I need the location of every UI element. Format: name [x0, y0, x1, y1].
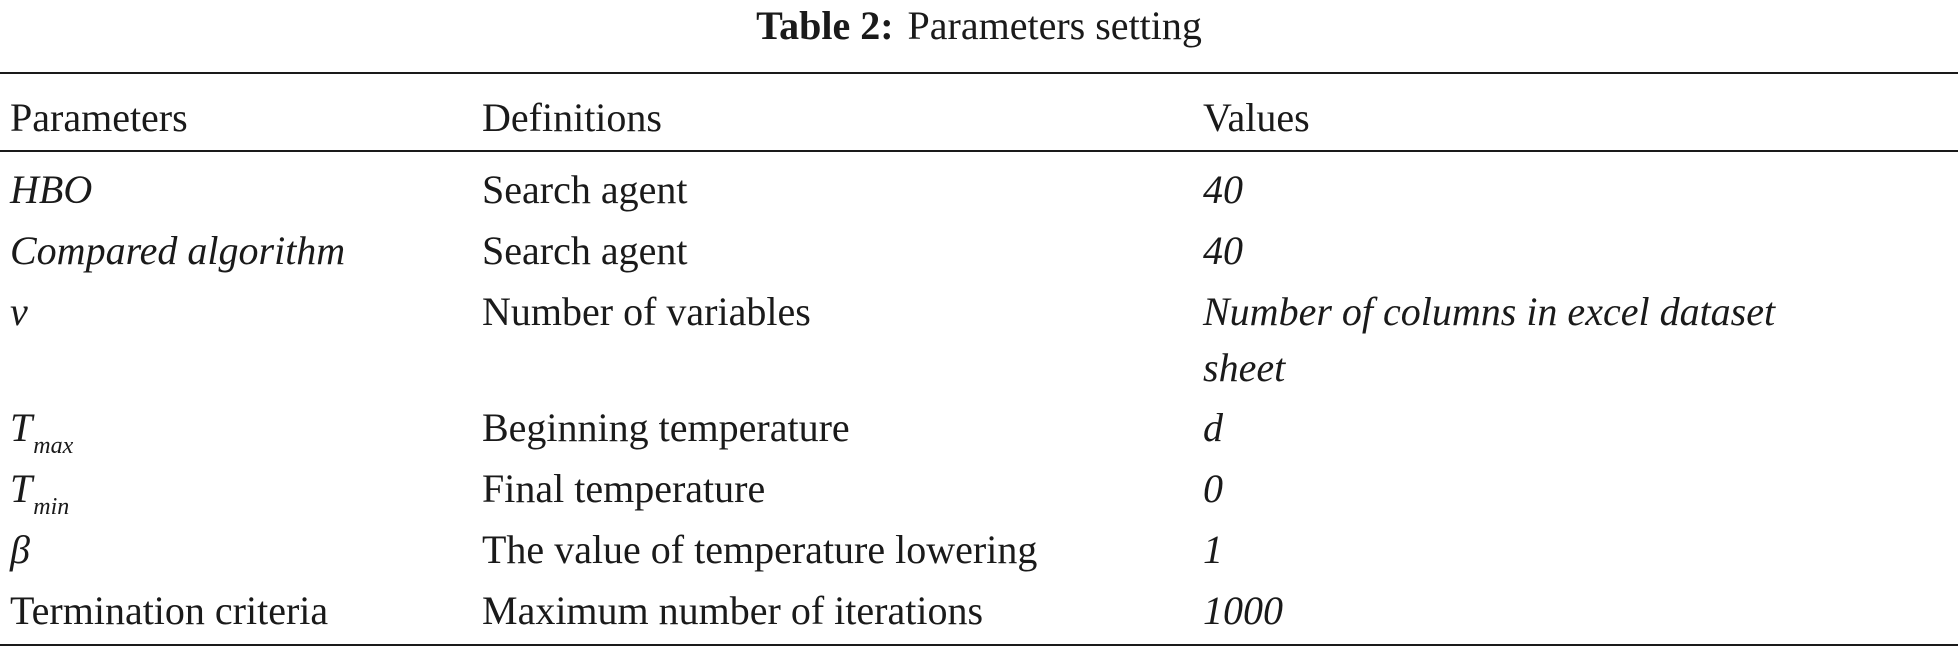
- caption-label: Table 2:: [756, 3, 894, 48]
- row-value: 1000: [1203, 588, 1283, 633]
- bottom-rule: [0, 644, 1958, 646]
- row-value: d: [1203, 405, 1223, 450]
- row-definition: The value of temperature lowering: [482, 527, 1038, 572]
- row-value-line1: Number of columns in excel dataset: [1203, 289, 1776, 334]
- table-caption: Table 2: Parameters setting: [0, 2, 1958, 50]
- row-parameter: Compared algorithm: [10, 228, 346, 273]
- caption-title: Parameters setting: [907, 3, 1202, 48]
- row-definition: Search agent: [482, 167, 688, 212]
- row-parameter: HBO: [10, 167, 93, 212]
- parameter-base: T: [10, 466, 33, 511]
- row-parameter: ν: [10, 289, 28, 334]
- header-definitions: Definitions: [482, 95, 662, 140]
- row-parameter: Termination criteria: [10, 588, 329, 633]
- row-value: 40: [1203, 228, 1243, 273]
- row-definition: Number of variables: [482, 289, 811, 334]
- parameter-subscript: min: [33, 494, 70, 520]
- row-definition: Maximum number of iterations: [482, 588, 984, 633]
- row-definition: Beginning temperature: [482, 405, 850, 450]
- top-rule: [0, 72, 1958, 74]
- row-value-line2: sheet: [1203, 345, 1286, 390]
- row-value: 0: [1203, 466, 1223, 511]
- header-rule: [0, 150, 1958, 152]
- row-definition: Final temperature: [482, 466, 766, 511]
- parameter-subscript: max: [33, 433, 74, 459]
- row-parameter: Tmax: [10, 400, 73, 462]
- header-parameters: Parameters: [10, 95, 188, 140]
- row-definition: Search agent: [482, 228, 688, 273]
- header-values: Values: [1203, 95, 1310, 140]
- row-value: 40: [1203, 167, 1243, 212]
- row-parameter: β: [10, 527, 30, 572]
- parameter-base: T: [10, 405, 33, 450]
- row-value: 1: [1203, 527, 1223, 572]
- row-parameter: Tmin: [10, 461, 69, 523]
